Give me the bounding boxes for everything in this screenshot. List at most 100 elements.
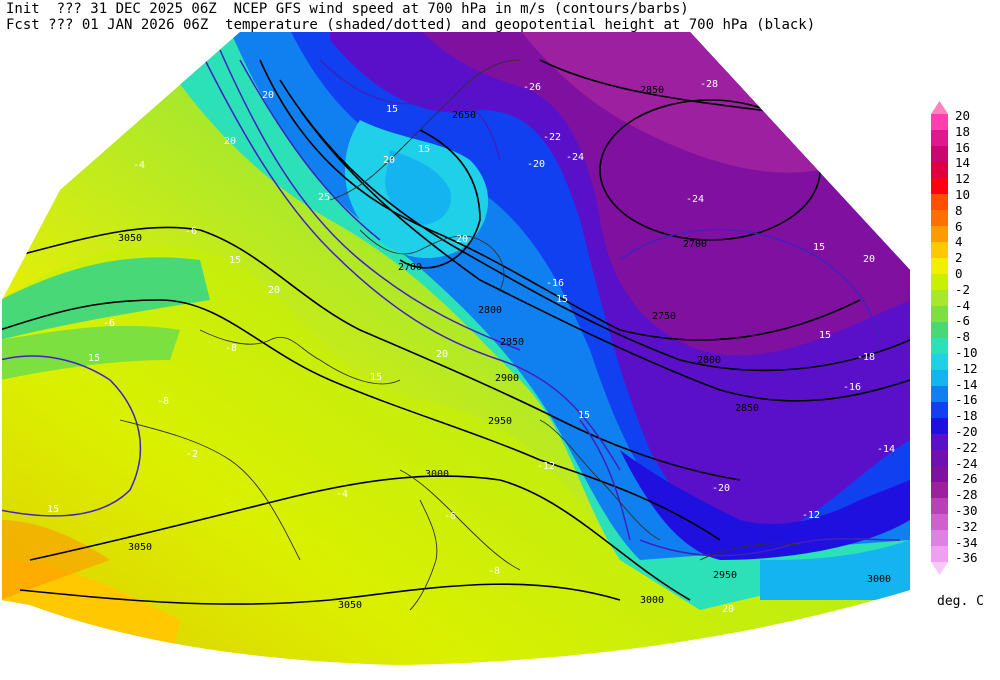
colorbar-label: 0 [955,266,963,281]
colorbar-swatch [931,386,948,402]
height-label: 2850 [735,403,759,414]
colorbar-label: -8 [955,329,971,345]
colorbar [931,101,948,575]
colorbar-label: 12 [955,171,971,187]
temp-label: -2 [186,449,198,460]
colorbar-units: deg. C [937,594,984,609]
colorbar-label: -28 [955,487,978,503]
colorbar-label: 10 [955,187,971,202]
colorbar-label: 14 [955,155,971,171]
colorbar-label: -14 [955,376,978,392]
colorbar-label: 8 [955,202,963,218]
wind-speed-contours [2,49,901,557]
colorbar-swatch [931,178,948,194]
colorbar-label: 6 [955,218,963,234]
temp-label: -6 [103,318,115,329]
temp-label: -16 [546,278,564,289]
colorbar-swatch [931,402,948,418]
temp-label: -4 [133,160,145,171]
height-label: 2800 [697,355,721,366]
height-label: 2850 [500,337,524,348]
colorbar-swatches [931,114,948,562]
colorbar-label: 20 [955,108,971,123]
height-label: 2850 [640,85,664,96]
wind-label: 15 [386,104,398,115]
height-label: 3050 [118,233,142,244]
temp-label: -24 [566,152,584,163]
wind-label: 15 [418,144,430,155]
colorbar-label: -18 [955,408,978,424]
colorbar-swatch [931,546,948,562]
height-label: 3050 [338,600,362,611]
height-label: 3050 [128,542,152,553]
temp-label: -8 [225,343,237,354]
header-line-forecast: Fcst ??? 01 JAN 2026 06Z temperature (sh… [6,17,816,33]
temp-label: -16 [843,382,861,393]
height-label: 2900 [495,373,519,384]
wind-label: 20 [863,254,875,265]
colorbar-swatch [931,258,948,274]
temp-label: -28 [700,79,718,90]
wind-label: 15 [578,410,590,421]
coastlines [119,59,801,611]
colorbar-label: -6 [955,313,971,329]
colorbar-swatch [931,530,948,546]
colorbar-label: -36 [955,550,978,566]
height-label: 3000 [640,595,664,606]
colorbar-swatch [931,290,948,306]
wind-label: 15 [813,242,825,253]
temp-label: -20 [712,483,730,494]
wind-label: 15 [229,255,241,266]
colorbar-swatch [931,210,948,226]
colorbar-label: -20 [955,424,978,439]
colorbar-label: -24 [955,455,978,471]
colorbar-label: 16 [955,139,971,155]
wind-label: 15 [47,504,59,515]
height-label: 2800 [478,305,502,316]
temp-label: -22 [543,132,561,143]
colorbar-swatch [931,242,948,258]
colorbar-label: -34 [955,534,978,550]
wind-label: 20 [224,136,236,147]
colorbar-swatch [931,354,948,370]
height-label: 2700 [683,239,707,250]
temperature-shading [2,32,910,665]
wind-label: 20 [262,90,274,101]
colorbar-swatch [931,514,948,530]
colorbar-label: -2 [955,281,971,297]
temp-label: -26 [523,82,541,93]
colorbar-label: -10 [955,345,978,360]
colorbar-label: -30 [955,503,978,518]
wind-label: 25 [318,192,330,203]
temp-label: -20 [527,159,545,170]
colorbar-swatch [931,338,948,354]
colorbar-label: -4 [955,297,971,313]
temp-label: -6 [444,511,456,522]
colorbar-swatch [931,162,948,178]
colorbar-swatch [931,418,948,434]
colorbar-swatch [931,466,948,482]
colorbar-label: -16 [955,392,978,408]
colorbar-label: -26 [955,471,978,487]
temp-label: -12 [802,510,820,521]
height-label: 2950 [488,416,512,427]
height-label-group: 3050 3050 3000 3050 2850 2700 2750 2800 … [118,85,891,611]
colorbar-label: 2 [955,250,963,266]
temp-label: -4 [336,489,348,500]
colorbar-top-arrow [931,101,948,114]
temp-label: -8 [488,566,500,577]
wind-label: 15 [370,372,382,383]
temp-label: -18 [857,352,875,363]
colorbar-swatch [931,370,948,386]
wind-label: 20 [436,349,448,360]
height-label: 3000 [867,574,891,585]
height-label: 3000 [425,469,449,480]
temp-label: -6 [185,226,197,237]
colorbar-label: 18 [955,123,971,139]
temp-label: -8 [157,396,169,407]
colorbar-label: -32 [955,518,978,534]
temp-label: -12 [537,461,555,472]
colorbar-swatch [931,226,948,242]
colorbar-swatch [931,434,948,450]
